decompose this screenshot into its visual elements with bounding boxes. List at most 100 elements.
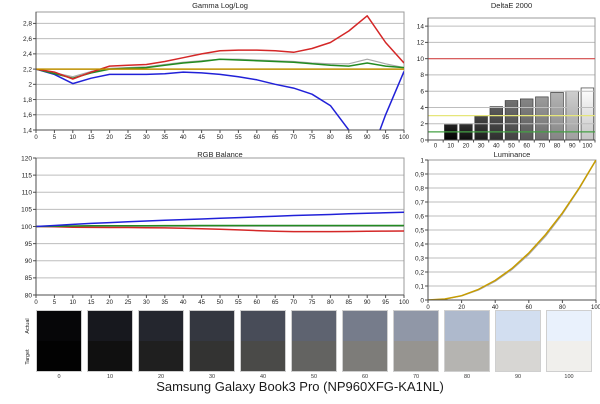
svg-text:80: 80 — [554, 144, 561, 149]
svg-text:85: 85 — [345, 300, 352, 306]
svg-text:60: 60 — [523, 144, 530, 149]
target-swatch — [394, 341, 438, 371]
svg-text:10: 10 — [69, 135, 76, 141]
swatch-level-label: 50 — [310, 374, 318, 380]
svg-text:95: 95 — [382, 300, 389, 306]
svg-text:100: 100 — [591, 305, 600, 310]
svg-text:30: 30 — [143, 300, 150, 306]
grayscale-swatch: 20 — [138, 310, 184, 380]
svg-text:90: 90 — [25, 258, 33, 265]
swatch-pair — [444, 310, 490, 372]
svg-text:60: 60 — [253, 135, 260, 141]
svg-text:0,1: 0,1 — [415, 283, 424, 290]
svg-text:4: 4 — [420, 105, 424, 112]
grayscale-swatch: 50 — [291, 310, 337, 380]
svg-text:10: 10 — [447, 144, 454, 149]
svg-text:35: 35 — [161, 135, 168, 141]
target-swatch — [547, 341, 591, 371]
svg-text:15: 15 — [88, 300, 95, 306]
rgb-balance-chart: 80 85 90 95 100 105 110 115 120 0 5 10 15 20 25 30 35 40 4… — [21, 155, 410, 306]
svg-text:5: 5 — [53, 300, 57, 306]
svg-text:85: 85 — [25, 275, 33, 282]
svg-text:50: 50 — [217, 300, 224, 306]
gamma-chart-title: Gamma Log/Log — [192, 1, 248, 10]
svg-text:2,6: 2,6 — [23, 36, 32, 43]
svg-text:70: 70 — [290, 135, 297, 141]
svg-text:45: 45 — [198, 135, 205, 141]
svg-text:100: 100 — [399, 135, 410, 141]
svg-text:80: 80 — [559, 305, 566, 310]
actual-swatch — [496, 311, 540, 341]
target-swatch — [343, 341, 387, 371]
svg-text:6: 6 — [420, 89, 424, 96]
svg-text:2,8: 2,8 — [23, 21, 32, 28]
svg-text:70: 70 — [539, 144, 546, 149]
svg-text:12: 12 — [417, 40, 425, 47]
svg-text:65: 65 — [272, 135, 279, 141]
target-swatch — [139, 341, 183, 371]
svg-text:90: 90 — [364, 135, 371, 141]
rgb-balance-chart-title: RGB Balance — [197, 150, 243, 159]
svg-text:120: 120 — [21, 155, 32, 162]
svg-text:50: 50 — [217, 135, 224, 141]
svg-text:0: 0 — [34, 300, 38, 306]
svg-text:0,3: 0,3 — [415, 255, 424, 262]
target-swatch — [445, 341, 489, 371]
actual-swatch — [394, 311, 438, 341]
svg-text:0: 0 — [34, 135, 38, 141]
target-swatch — [190, 341, 234, 371]
svg-text:2: 2 — [28, 82, 32, 89]
actual-swatch — [88, 311, 132, 341]
target-row-label: Target — [25, 349, 31, 365]
svg-text:40: 40 — [180, 135, 187, 141]
luminance-chart-title: Luminance — [493, 150, 531, 159]
svg-text:0,7: 0,7 — [415, 199, 424, 206]
svg-text:0,8: 0,8 — [415, 185, 424, 192]
svg-text:1,4: 1,4 — [23, 127, 32, 134]
svg-text:85: 85 — [345, 135, 352, 141]
svg-text:100: 100 — [582, 144, 593, 149]
svg-text:100: 100 — [399, 300, 410, 306]
swatch-level-label: 60 — [361, 374, 369, 380]
deltae-2000-chart: 0 2 4 6 8 10 12 14 0 10 20 30 40 50 60 70 80 90 100 — [417, 17, 596, 149]
svg-text:20: 20 — [106, 300, 113, 306]
luminance-chart: 0 0,1 0,2 0,3 0,4 0,5 0,6 0,7 0,8 0,9 1 0 20 40 60 80 10… — [415, 157, 600, 310]
actual-swatch — [292, 311, 336, 341]
target-swatch — [292, 341, 336, 371]
actual-swatch — [190, 311, 234, 341]
svg-text:20: 20 — [458, 305, 465, 310]
swatch-pair — [87, 310, 133, 372]
svg-text:10: 10 — [417, 56, 425, 63]
svg-text:2: 2 — [420, 121, 424, 128]
swatch-pair — [36, 310, 82, 372]
swatch-level-label: 10 — [106, 374, 114, 380]
actual-swatch — [241, 311, 285, 341]
svg-text:0: 0 — [420, 137, 424, 144]
svg-text:20: 20 — [106, 135, 113, 141]
target-swatch — [88, 341, 132, 371]
target-swatch — [37, 341, 81, 371]
svg-text:60: 60 — [525, 305, 532, 310]
svg-text:14: 14 — [417, 23, 425, 30]
actual-swatch — [547, 311, 591, 341]
svg-text:110: 110 — [22, 190, 33, 197]
swatch-level-label: 80 — [463, 374, 471, 380]
grayscale-swatch: 100 — [546, 310, 592, 380]
swatch-pair — [291, 310, 337, 372]
actual-swatch — [343, 311, 387, 341]
svg-text:80: 80 — [327, 300, 334, 306]
svg-text:30: 30 — [478, 144, 485, 149]
svg-text:40: 40 — [493, 144, 500, 149]
svg-text:20: 20 — [463, 144, 470, 149]
svg-text:70: 70 — [290, 300, 297, 306]
svg-text:105: 105 — [21, 207, 32, 214]
swatch-level-label: 20 — [157, 374, 165, 380]
svg-text:55: 55 — [235, 135, 242, 141]
svg-text:5: 5 — [53, 135, 57, 141]
svg-text:1,6: 1,6 — [23, 112, 32, 119]
svg-text:90: 90 — [569, 144, 576, 149]
svg-text:0,5: 0,5 — [415, 227, 424, 234]
gamma-loglog-chart: 1,4 1,6 1,8 2 2,2 2,4 2,6 2,8 0 5 10 15 20 25 30 35 40 45… — [23, 11, 410, 141]
svg-text:0: 0 — [420, 297, 424, 304]
